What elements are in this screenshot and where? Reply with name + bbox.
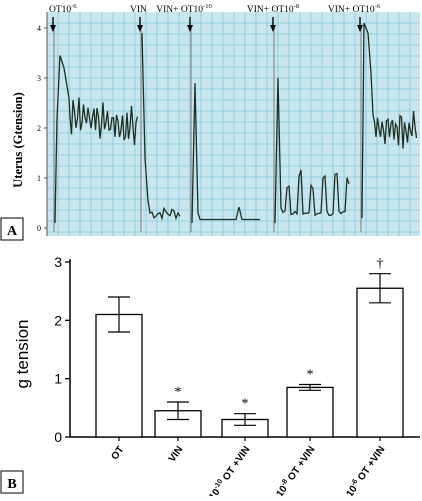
panel-a-y-ticks: 0 1 2 3 4 bbox=[37, 24, 47, 233]
panel-a-y-axis-label: Uterus (Gtension) bbox=[11, 92, 25, 187]
panel-b: 0 1 2 3 g tension * * * † OT VIN 10-10 OT +VIN 10… bbox=[0, 254, 420, 501]
panel-a-arrow-labels: OT10-6 VIN VIN+ OT10-10 VIN+ OT10-8 VIN+ OT1… bbox=[49, 3, 381, 32]
y-tick-label: 3 bbox=[37, 74, 41, 83]
trace-segment bbox=[274, 77, 350, 224]
panel-b-y-ticks: 0 1 2 3 bbox=[54, 254, 70, 445]
trace-segment bbox=[191, 82, 260, 224]
bar bbox=[286, 386, 334, 438]
stimulus-label: VIN+ OT10-10 bbox=[156, 3, 211, 15]
panel-b-label: B bbox=[7, 477, 16, 492]
y-tick-label: 2 bbox=[37, 124, 41, 133]
trace-segment bbox=[54, 55, 139, 224]
trace-segment bbox=[361, 22, 418, 219]
panel-b-label-box bbox=[0, 470, 24, 494]
significance-marker: * bbox=[307, 368, 314, 383]
significance-marker: † bbox=[377, 257, 384, 272]
y-tick-label: 3 bbox=[54, 254, 62, 270]
stimulus-label: VIN+ OT10-6 bbox=[328, 3, 381, 15]
x-tick-label: 10-8 OT +VIN bbox=[274, 444, 318, 496]
bar bbox=[356, 287, 404, 438]
panel-a: 0 1 2 3 4 Uterus (Gtension) OT10-6 VIN VIN+ OT… bbox=[0, 3, 420, 241]
stimulus-label: VIN bbox=[130, 5, 147, 15]
trace-segment bbox=[141, 32, 181, 221]
panel-a-stimulus-markers bbox=[53, 26, 362, 232]
panel-a-label-box bbox=[0, 217, 24, 241]
stimulus-arrowhead bbox=[187, 25, 193, 32]
y-tick-label: 1 bbox=[37, 174, 41, 183]
panel-b-y-axis-label: g tension bbox=[13, 320, 32, 389]
y-tick-label: 2 bbox=[54, 312, 62, 328]
stimulus-label: OT10-6 bbox=[49, 3, 77, 15]
stimulus-arrowhead bbox=[357, 25, 363, 32]
stimulus-label: VIN+ OT10-8 bbox=[247, 3, 299, 15]
y-tick-label: 4 bbox=[37, 24, 41, 33]
panel-b-x-tick-labels: OT VIN 10-10 OT +VIN 10-8 OT +VIN 10-6 OT +V… bbox=[109, 444, 388, 501]
y-tick-label: 0 bbox=[54, 429, 62, 445]
significance-marker: * bbox=[242, 397, 249, 412]
panel-a-grid bbox=[47, 12, 420, 236]
y-tick-label: 0 bbox=[37, 224, 41, 233]
panel-a-trace bbox=[54, 22, 418, 224]
panel-b-bars: * * * † bbox=[95, 257, 404, 441]
stimulus-arrowhead bbox=[50, 25, 56, 32]
y-tick-label: 1 bbox=[54, 371, 62, 387]
stimulus-arrowhead bbox=[270, 25, 276, 32]
significance-marker: * bbox=[175, 385, 182, 400]
x-tick-label: VIN bbox=[167, 444, 186, 464]
stimulus-arrowhead bbox=[137, 25, 143, 32]
x-tick-label: 10-10 OT +VIN bbox=[206, 444, 252, 496]
panel-a-label: A bbox=[7, 224, 18, 239]
x-tick-label: OT bbox=[109, 444, 126, 462]
x-tick-label: 10-6 OT +VIN bbox=[344, 444, 388, 496]
bar bbox=[95, 313, 143, 438]
